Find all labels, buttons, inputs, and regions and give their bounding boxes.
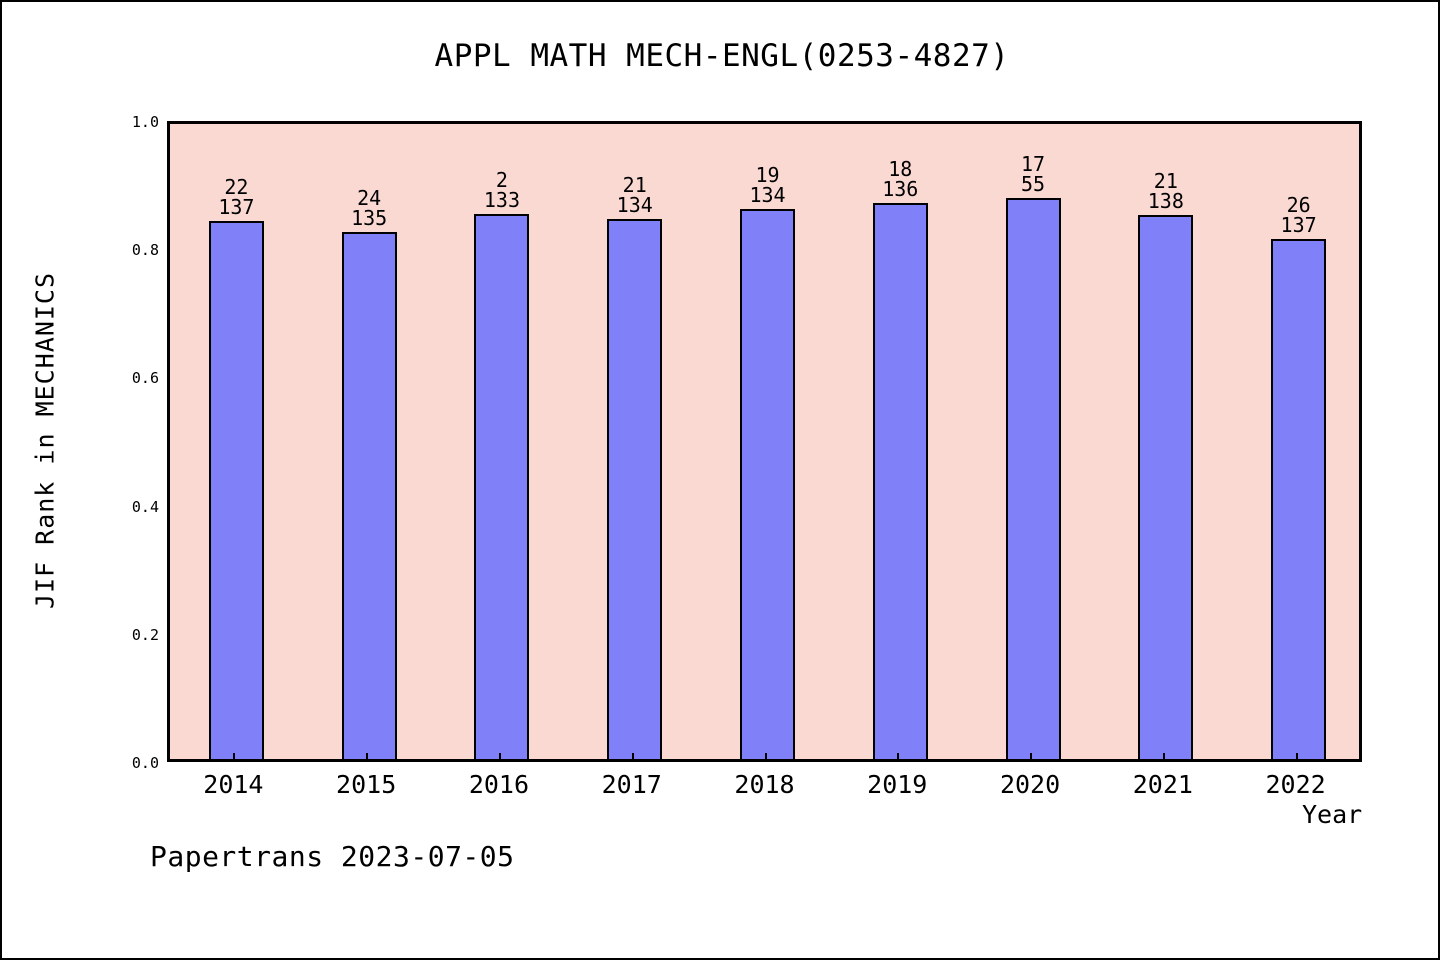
y-tick-label-0.2: 0.2	[131, 625, 159, 644]
bar-rank-2019: 18	[888, 156, 913, 181]
x-tick-mark-2022	[1295, 753, 1298, 762]
bar-value-label-2019: 18 136	[882, 159, 918, 199]
x-tick-mark-2016	[498, 753, 501, 762]
y-tick-label-0.6: 0.6	[131, 369, 159, 388]
x-tick-label-2015: 2015	[336, 770, 397, 799]
bar-2015[interactable]	[341, 232, 397, 759]
y-tick-label-0.4: 0.4	[131, 497, 159, 516]
bar-2018[interactable]	[740, 209, 795, 759]
y-tick-label-1.0: 1.0	[131, 113, 159, 131]
bar-rank-2014: 22	[224, 175, 249, 200]
x-tick-label-2020: 2020	[999, 770, 1061, 799]
x-tick-label-2018: 2018	[734, 770, 795, 799]
x-tick-mark-2021	[1162, 753, 1165, 762]
bar-value-label-2016: 2 133	[484, 170, 520, 210]
bars-container: 22 137 24 135 2 133 21 134 19 134 18 136 17 55 21 138 26…	[170, 124, 1359, 759]
bar-value-label-2018: 19 134	[749, 165, 785, 205]
bar-total-2015: 135	[351, 206, 388, 231]
bar-2021[interactable]	[1138, 215, 1194, 759]
bar-total-2014: 137	[218, 195, 255, 220]
x-tick-mark-2015	[366, 753, 369, 762]
y-tick-label-0.8: 0.8	[131, 241, 159, 260]
chart-title: APPL MATH MECH-ENGL(0253-4827)	[434, 38, 1010, 74]
bar-value-label-2020: 17 55	[1021, 154, 1045, 194]
bar-2014[interactable]	[208, 221, 264, 759]
bar-rank-2016: 2	[495, 168, 508, 193]
x-tick-mark-2019	[897, 753, 900, 762]
bar-value-label-2015: 24 135	[351, 188, 387, 228]
bar-value-label-2022: 26 137	[1281, 195, 1317, 235]
x-tick-mark-2014	[233, 753, 236, 762]
x-tick-label-2017: 2017	[601, 770, 662, 799]
bar-total-2019: 136	[882, 176, 919, 201]
bar-total-2022: 137	[1280, 213, 1317, 238]
x-tick-label-2021: 2021	[1132, 770, 1193, 799]
bar-rank-2021: 21	[1153, 169, 1178, 194]
bar-2016[interactable]	[474, 214, 530, 759]
bar-rank-2017: 21	[622, 172, 647, 197]
x-tick-mark-2018	[764, 753, 767, 762]
bar-total-2017: 134	[616, 192, 653, 217]
x-tick-mark-2017	[631, 753, 634, 762]
footer-note: Papertrans 2023-07-05	[150, 840, 515, 873]
x-tick-label-2019: 2019	[867, 770, 928, 799]
bar-rank-2022: 26	[1286, 193, 1311, 218]
bar-value-label-2014: 22 137	[218, 177, 254, 217]
plot-area: 22 137 24 135 2 133 21 134 19 134 18 136 17 55 21 138 26…	[167, 121, 1362, 762]
bar-total-2018: 134	[749, 183, 786, 208]
bar-total-2020: 55	[1021, 172, 1046, 197]
bar-rank-2015: 24	[357, 186, 382, 211]
x-tick-label-2016: 2016	[468, 770, 530, 799]
bar-2022[interactable]	[1271, 239, 1327, 759]
bar-total-2016: 133	[483, 188, 520, 213]
x-tick-label-2022: 2022	[1265, 770, 1326, 799]
bar-value-label-2017: 21 134	[617, 175, 653, 215]
bar-value-label-2021: 21 138	[1148, 171, 1184, 211]
x-axis-title: Year	[1302, 800, 1363, 829]
x-tick-label-2014: 2014	[203, 770, 264, 799]
bar-2017[interactable]	[607, 218, 663, 759]
bar-2020[interactable]	[1005, 198, 1061, 759]
bar-total-2021: 138	[1147, 189, 1184, 214]
bar-2019[interactable]	[872, 202, 928, 759]
x-tick-mark-2020	[1030, 753, 1033, 762]
y-tick-label-0.0: 0.0	[131, 754, 159, 772]
bar-rank-2020: 17	[1021, 152, 1046, 177]
bar-rank-2018: 19	[755, 163, 780, 188]
